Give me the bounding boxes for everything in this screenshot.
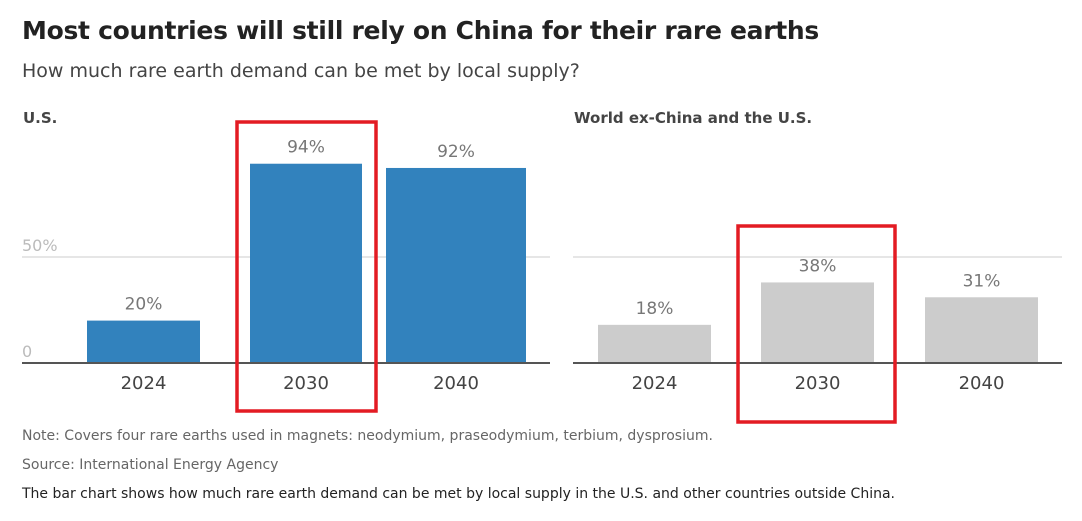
x-tick-label: 2040 — [959, 373, 1005, 394]
bar-value-label: 20% — [125, 295, 163, 315]
note: Note: Covers four rare earths used in ma… — [22, 428, 713, 444]
highlight-box-2030 — [736, 224, 897, 424]
description: The bar chart shows how much rare earth … — [22, 486, 895, 502]
x-tick-label: 2024 — [121, 373, 167, 394]
x-tick-label: 2030 — [795, 373, 841, 394]
bar-2024 — [598, 324, 711, 363]
bar-2040 — [386, 167, 526, 363]
chart-subtitle: How much rare earth demand can be met by… — [22, 60, 580, 82]
source: Source: International Energy Agency — [22, 457, 279, 473]
bar-2030 — [761, 282, 874, 363]
bar-value-label: 94% — [287, 138, 325, 158]
x-tick-label: 2030 — [283, 373, 329, 394]
bar-2040 — [925, 297, 1038, 363]
panel-title: U.S. — [23, 109, 57, 127]
y-tick-label: 50% — [22, 236, 58, 255]
bar-2024 — [87, 320, 200, 363]
chart-title: Most countries will still rely on China … — [22, 16, 819, 45]
bar-value-label: 92% — [437, 142, 475, 162]
highlight-box-2030 — [235, 120, 378, 413]
x-tick-label: 2040 — [433, 373, 479, 394]
bar-value-label: 18% — [636, 299, 674, 319]
panel-title: World ex-China and the U.S. — [574, 109, 812, 127]
x-tick-label: 2024 — [632, 373, 678, 394]
y-tick-label: 0 — [22, 342, 32, 361]
bar-value-label: 38% — [799, 256, 837, 276]
bar-value-label: 31% — [963, 271, 1001, 291]
bar-2030 — [250, 163, 362, 363]
